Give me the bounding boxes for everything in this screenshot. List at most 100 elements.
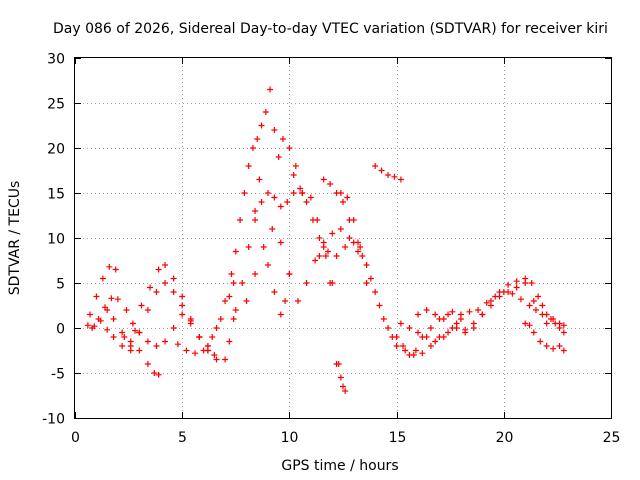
data-point <box>170 325 177 331</box>
data-point <box>222 356 229 363</box>
data-point <box>192 350 199 357</box>
x-tick-label: 25 <box>603 430 621 446</box>
data-point <box>271 194 278 201</box>
data-point <box>136 329 143 336</box>
data-point <box>470 320 477 327</box>
data-point <box>530 298 537 304</box>
data-point <box>346 235 353 241</box>
data-point <box>222 298 229 304</box>
data-point <box>367 275 374 282</box>
data-point <box>123 307 130 313</box>
data-point <box>320 239 327 246</box>
data-point <box>335 361 342 367</box>
data-series <box>397 289 546 345</box>
data-point <box>243 298 250 304</box>
data-point <box>423 307 430 313</box>
data-point <box>436 334 443 340</box>
data-point <box>256 176 263 183</box>
data-point <box>393 343 400 349</box>
data-series <box>89 295 139 334</box>
data-point <box>440 316 447 322</box>
data-point <box>415 311 422 318</box>
data-point <box>445 329 452 336</box>
x-tick-label: 10 <box>281 430 299 446</box>
data-point <box>239 280 246 286</box>
data-point <box>560 322 567 329</box>
data-point <box>297 185 304 192</box>
data-point <box>312 257 319 264</box>
data-point <box>393 334 400 340</box>
data-series <box>232 176 263 313</box>
data-point <box>119 329 126 336</box>
data-point <box>475 307 482 313</box>
data-point <box>462 326 469 333</box>
data-point <box>211 352 218 358</box>
data-point <box>264 262 271 268</box>
y-tick-label: -5 <box>51 367 65 383</box>
data-point <box>104 326 111 333</box>
data-series <box>87 263 119 318</box>
data-series <box>303 226 362 286</box>
data-point <box>307 194 314 201</box>
data-point <box>427 325 434 331</box>
data-point <box>121 334 128 340</box>
y-axis-label: SDTVAR / TECUs <box>7 181 23 296</box>
data-point <box>147 284 154 291</box>
data-point <box>378 167 385 174</box>
data-point <box>269 226 276 232</box>
data-point <box>97 317 104 324</box>
data-point <box>406 325 413 331</box>
data-points <box>84 86 567 394</box>
data-point <box>449 308 456 315</box>
data-point <box>337 190 344 196</box>
data-point <box>232 307 239 313</box>
data-point <box>110 334 117 340</box>
data-point <box>487 302 494 309</box>
data-point <box>342 388 349 394</box>
data-point <box>162 338 169 345</box>
x-tick-label: 15 <box>389 430 407 446</box>
data-point <box>179 302 186 309</box>
data-point <box>258 199 265 205</box>
y-tick-label: 15 <box>47 187 65 203</box>
data-point <box>303 280 310 286</box>
y-tick-label: 0 <box>56 322 65 338</box>
data-point <box>560 347 567 354</box>
data-point <box>174 341 181 348</box>
data-point <box>513 284 520 291</box>
data-point <box>217 316 224 322</box>
data-point <box>329 230 336 237</box>
data-point <box>385 325 392 331</box>
data-point <box>466 308 473 315</box>
data-point <box>252 217 259 223</box>
data-point <box>110 316 117 322</box>
data-point <box>144 307 151 313</box>
data-point <box>213 325 220 331</box>
data-series <box>522 320 533 329</box>
data-point <box>479 311 486 318</box>
data-point <box>170 275 177 282</box>
data-point <box>357 244 364 250</box>
data-series <box>402 280 529 358</box>
data-point <box>402 347 409 354</box>
data-series <box>372 163 404 183</box>
data-point <box>556 343 563 349</box>
data-point <box>112 266 119 273</box>
data-point <box>104 307 111 313</box>
data-point <box>432 338 439 345</box>
data-series <box>252 190 297 223</box>
data-point <box>170 289 177 295</box>
data-series <box>543 316 567 336</box>
data-point <box>84 322 91 329</box>
data-point <box>284 199 291 205</box>
data-point <box>179 293 186 300</box>
data-point <box>106 263 113 270</box>
data-point <box>505 281 512 288</box>
data-point <box>556 325 563 331</box>
data-point <box>385 172 392 178</box>
data-point <box>427 343 434 349</box>
y-tick-label: 25 <box>47 97 65 113</box>
data-series <box>335 361 349 394</box>
data-point <box>526 302 533 309</box>
